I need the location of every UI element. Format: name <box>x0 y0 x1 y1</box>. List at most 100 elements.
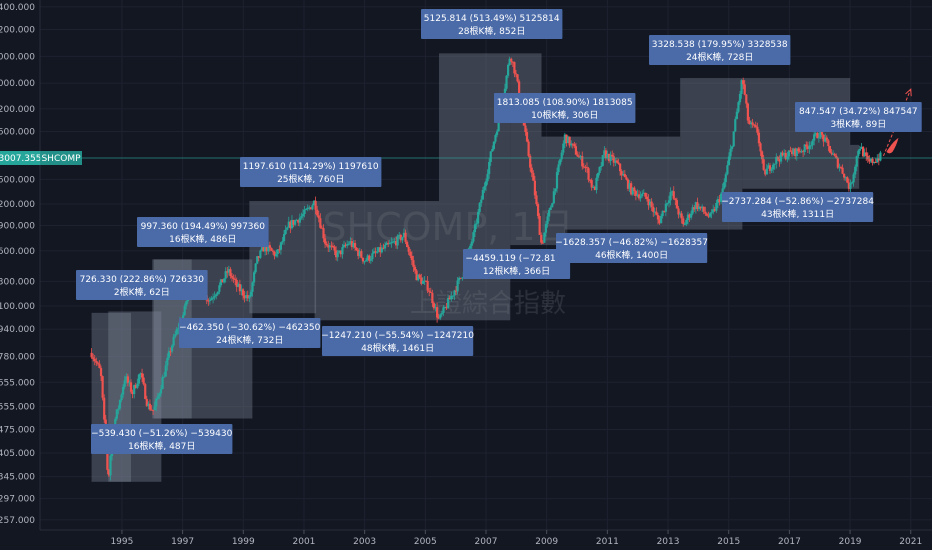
candle-body <box>420 277 423 284</box>
measure-label-box <box>463 249 571 279</box>
candle-body <box>103 397 106 420</box>
candle-body <box>319 218 322 228</box>
candle-body <box>122 386 125 395</box>
price-tags: 3007.355 SHCOMP <box>0 150 82 165</box>
candle-body <box>622 174 625 176</box>
candle-body <box>636 194 639 196</box>
candle-body <box>633 187 636 192</box>
candle-body <box>211 297 215 299</box>
candle-body <box>380 247 383 253</box>
candle-body <box>383 245 387 249</box>
candle-body <box>489 151 492 162</box>
candle-body <box>172 336 175 346</box>
candle-body <box>219 279 223 286</box>
candle-body <box>667 200 671 203</box>
candle-body <box>429 291 432 293</box>
candle-body <box>833 153 836 156</box>
candle-body <box>358 251 361 256</box>
candle-body <box>661 210 664 217</box>
candle-body <box>287 221 290 228</box>
candle-body <box>221 279 224 283</box>
candle-body <box>265 244 268 252</box>
candle-body <box>311 205 314 210</box>
candle-body <box>371 253 374 260</box>
candle-body <box>790 151 794 155</box>
candle-body <box>713 209 716 211</box>
x-axis: 1995 1997 1999 2001 2003 2005 2007 2009 2011 2013… <box>110 530 922 547</box>
candle-body <box>101 376 104 398</box>
y-tick-label: 345.000 <box>0 473 35 483</box>
candle-body <box>745 94 748 104</box>
candle-body <box>822 134 825 142</box>
candle-body <box>473 224 477 233</box>
candle-body <box>421 280 424 284</box>
candle-body <box>234 279 237 281</box>
candle-body <box>323 238 327 244</box>
candle-body <box>548 209 551 217</box>
candle-body <box>671 191 674 193</box>
candle-body <box>836 158 839 168</box>
candle-body <box>297 219 300 223</box>
candle-body <box>552 191 555 204</box>
candle-body <box>393 241 396 243</box>
candle-body <box>278 249 281 251</box>
candle-body <box>407 246 410 252</box>
candle-body <box>153 406 156 411</box>
candle-body <box>484 181 488 187</box>
candle-body <box>481 190 484 200</box>
candle-body <box>566 136 570 144</box>
candle-body <box>246 295 249 299</box>
candle-body <box>721 188 724 194</box>
measure-label-value: −2737.284 (−52.86%) −2737284 <box>721 197 874 207</box>
x-tick-label: 2015 <box>717 537 740 547</box>
candle-body <box>382 247 385 249</box>
measure-label-box <box>556 233 708 263</box>
candle-body <box>226 271 229 273</box>
candle-body <box>656 214 660 220</box>
candle-body <box>524 125 527 133</box>
candle-body <box>847 182 850 189</box>
measure-label-bars: 24根K棒, 728日 <box>686 51 753 63</box>
candle-body <box>871 158 874 163</box>
measure-label-box <box>240 157 382 187</box>
candle-body <box>301 214 305 217</box>
candle-body <box>576 154 579 157</box>
y-tick-label: 297.000 <box>0 495 35 505</box>
candle-body <box>601 155 604 166</box>
candle-body <box>492 141 495 149</box>
candle-body <box>677 208 680 215</box>
candle-body <box>726 165 729 175</box>
candle-body <box>574 146 578 155</box>
candle-body <box>243 295 246 299</box>
x-tick-label: 1999 <box>232 537 255 547</box>
candle-body <box>571 143 574 145</box>
candle-body <box>259 250 262 258</box>
candle-body <box>759 143 762 152</box>
candle-body <box>177 328 180 330</box>
measure-label: −4459.119 (−72.81%)12根K棒, 366日 <box>463 249 571 279</box>
candle-body <box>543 232 546 243</box>
measure-label-bars: 2根K棒, 62日 <box>114 286 170 298</box>
candle-body <box>325 243 328 246</box>
candle-body <box>360 251 363 258</box>
candle-body <box>391 241 395 243</box>
measure-label-box <box>179 318 321 348</box>
candle-body <box>347 243 350 245</box>
candle-body <box>642 192 645 194</box>
candle-body <box>645 196 649 199</box>
candle-body <box>459 277 462 279</box>
candle-body <box>694 202 697 210</box>
measure-label-value: 726.330 (222.86%) 726330 <box>80 275 205 285</box>
candle-body <box>227 269 230 273</box>
candle-body <box>581 156 584 167</box>
candle-body <box>166 357 169 366</box>
candle-body <box>691 207 694 214</box>
candle-body <box>114 418 117 429</box>
candle-body <box>145 398 148 406</box>
y-tick-label: 5000.000 <box>0 79 35 89</box>
candle-body <box>596 172 600 178</box>
y-tick-label: 257.000 <box>0 516 35 526</box>
candle-body <box>792 148 795 155</box>
